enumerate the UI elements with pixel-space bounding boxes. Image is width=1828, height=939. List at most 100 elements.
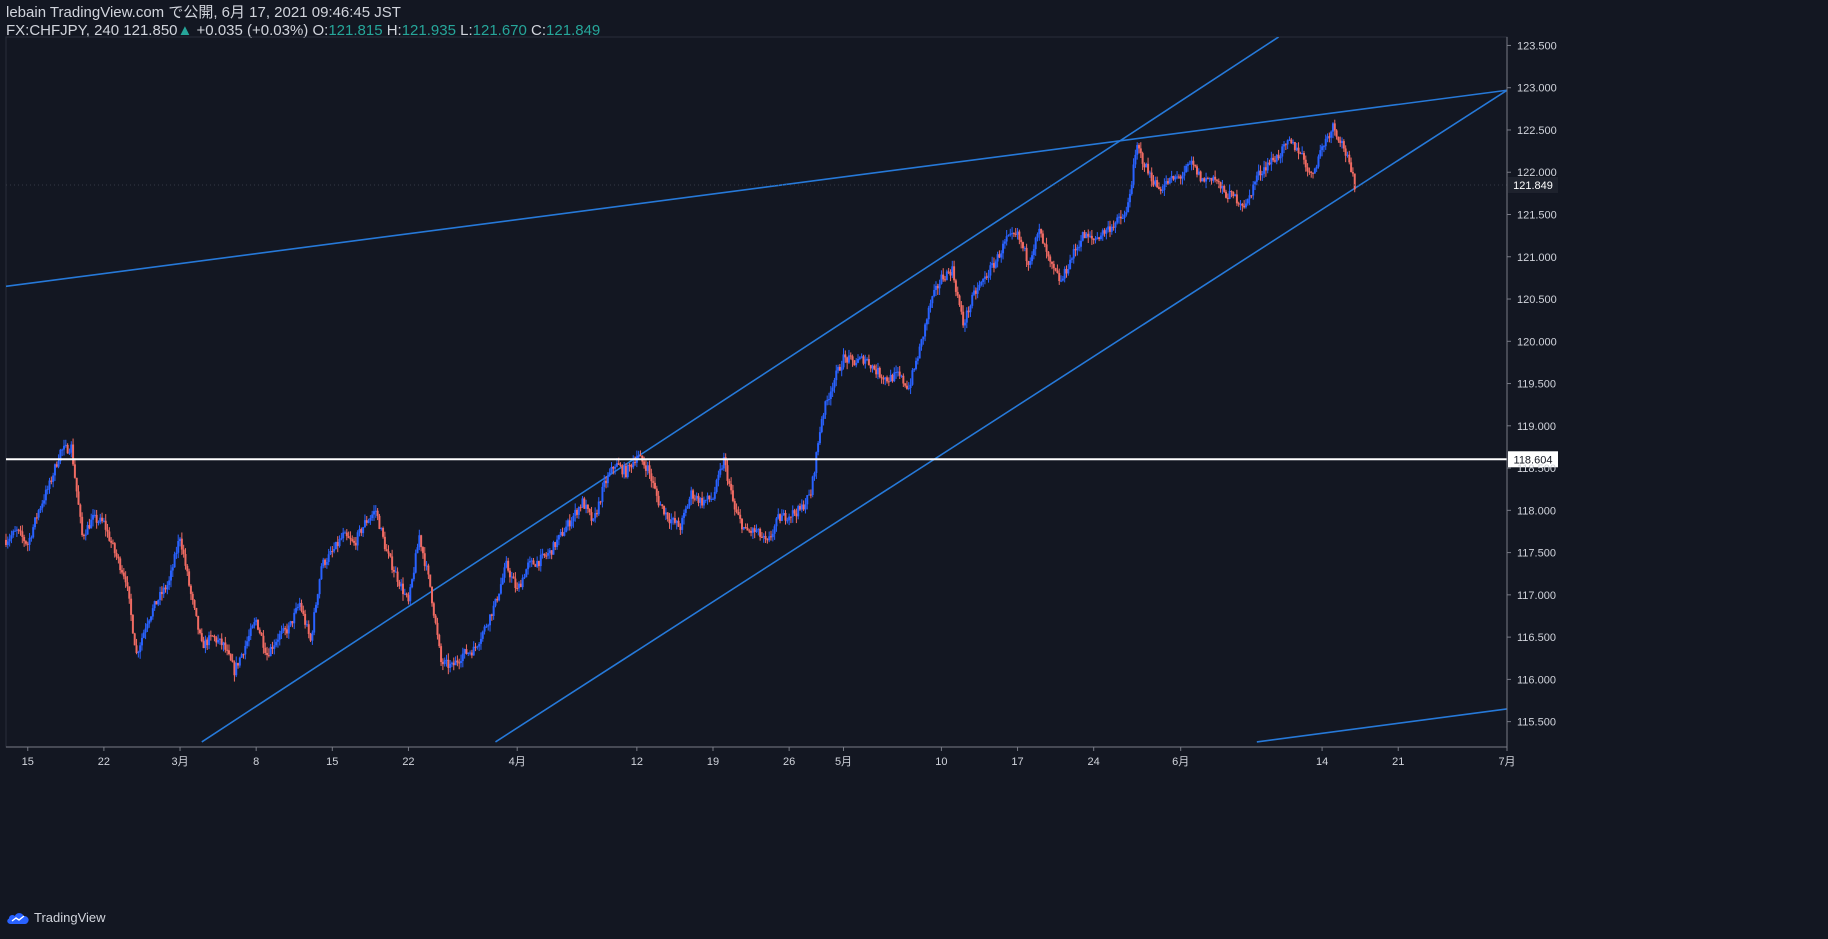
candle-body [886, 377, 889, 382]
candle-body [173, 554, 176, 568]
candle-body [119, 558, 122, 571]
candle-body [240, 654, 243, 658]
candle-body [570, 521, 573, 527]
candle-body [1156, 180, 1159, 188]
candle-body [376, 510, 379, 516]
candle-body [34, 517, 37, 528]
candle-body [802, 504, 805, 510]
y-tick-label: 116.500 [1517, 632, 1556, 644]
candle-body [494, 598, 497, 606]
candle-body [1292, 142, 1295, 144]
candle-body [360, 529, 363, 534]
candle-body [244, 645, 247, 655]
candle-body [1036, 234, 1039, 238]
candle-body [447, 659, 450, 668]
x-tick-label: 5月 [835, 756, 852, 768]
candle-body [652, 481, 655, 483]
candle-body [893, 372, 896, 382]
candle-body [396, 571, 399, 582]
candle-body [626, 464, 629, 478]
candle-body [523, 577, 526, 579]
candle-body [858, 357, 861, 359]
candle-body [530, 560, 533, 562]
candle-body [947, 271, 950, 273]
trend-lines[interactable] [6, 37, 1507, 743]
candle-body [1065, 268, 1068, 274]
candle-body [548, 550, 551, 554]
candle-body [1212, 176, 1215, 181]
candle-body [537, 560, 540, 567]
candle-body [63, 445, 66, 450]
candle-body [1319, 150, 1322, 157]
candle-body [490, 614, 493, 616]
candle-body [1186, 164, 1189, 166]
candle-body [1136, 145, 1139, 155]
candle-body [702, 500, 705, 506]
candle-body [309, 633, 312, 641]
y-tick-label: 117.500 [1517, 548, 1556, 560]
candle-body [88, 525, 91, 529]
candle-body [837, 366, 840, 371]
candle-body [389, 553, 392, 557]
candle-body [1157, 187, 1160, 190]
tradingview-logo[interactable]: TradingView [6, 910, 106, 925]
candle-body [884, 377, 887, 380]
candle-body [532, 560, 535, 565]
candle-body [318, 579, 321, 595]
candle-body [1078, 246, 1081, 248]
candle-body [402, 583, 405, 595]
candle-body [148, 620, 151, 624]
candle-body [1333, 123, 1336, 131]
candle-body [1128, 193, 1131, 203]
high-label: H: [386, 22, 402, 39]
candles [5, 119, 1356, 682]
candle-body [945, 271, 948, 281]
candle-body [436, 622, 439, 635]
candle-body [48, 480, 51, 490]
candle-body [918, 346, 921, 359]
candle-body [924, 324, 927, 337]
candle-body [751, 528, 754, 533]
candle-body [213, 636, 216, 638]
candle-body [1283, 144, 1286, 147]
candle-body [889, 374, 892, 382]
candle-body [811, 476, 814, 496]
candle-body [755, 530, 758, 532]
candle-body [907, 387, 910, 389]
horizontal-level[interactable]: 118.604 121.849 [6, 177, 1558, 468]
candle-body [595, 513, 598, 515]
candle-body [913, 368, 916, 371]
candle-body [677, 520, 680, 527]
x-tick-label: 26 [783, 756, 795, 768]
candle-body [353, 540, 356, 543]
candle-body [454, 660, 457, 666]
candle-body [160, 591, 163, 595]
candle-body [904, 383, 907, 386]
candle-body [52, 475, 55, 482]
candle-body [895, 371, 898, 373]
candle-body [1254, 181, 1257, 185]
candle-body [391, 556, 394, 570]
candle-body [1185, 165, 1188, 173]
candle-body [1199, 171, 1202, 182]
candle-body [864, 359, 867, 364]
candle-body [956, 291, 959, 296]
candle-body [220, 638, 223, 646]
candle-body [1061, 278, 1064, 281]
candle-body [374, 510, 377, 512]
candle-body [1270, 157, 1273, 165]
candle-body [180, 538, 183, 550]
candle-body [931, 296, 934, 304]
x-tick-label: 15 [326, 756, 338, 768]
axes: 115.500 116.000 116.500 117.000 117.500 118.0… [6, 37, 1557, 768]
candle-body [135, 645, 138, 653]
candle-body [929, 303, 932, 308]
candle-body [28, 537, 31, 545]
y-tick-label: 115.500 [1517, 717, 1556, 729]
symbol-label[interactable]: FX:CHFJPY, 240 [6, 22, 120, 39]
candle-body [438, 634, 441, 647]
candle-body [608, 472, 611, 476]
candle-body [392, 569, 395, 572]
candle-body [1034, 237, 1037, 250]
